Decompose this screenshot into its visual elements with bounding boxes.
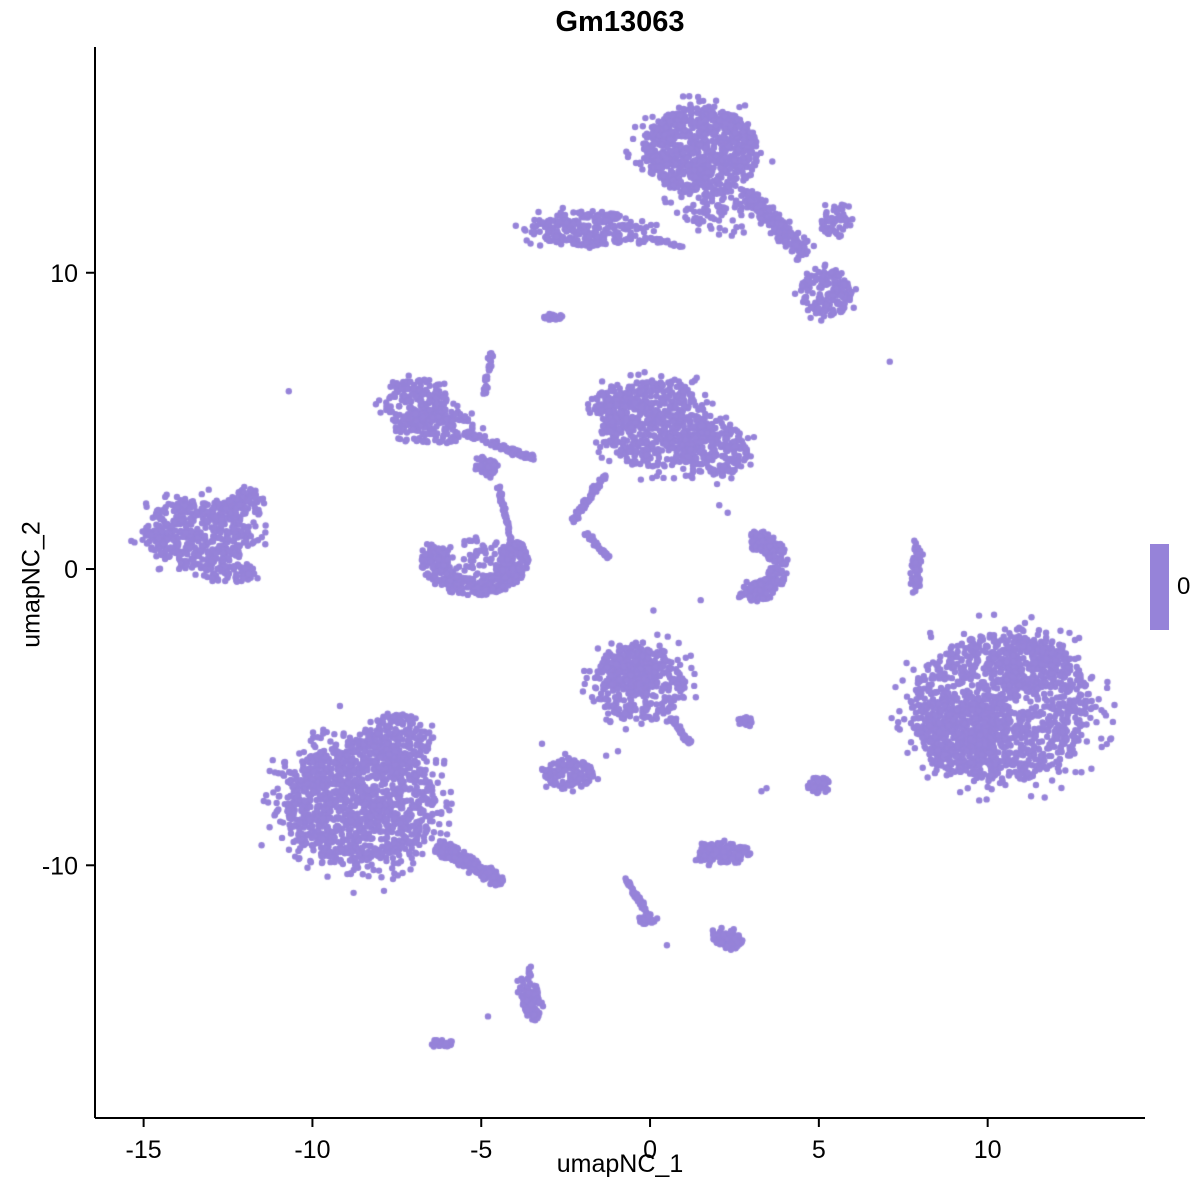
plot-title: Gm13063 [555, 6, 685, 38]
y-tick-label: -10 [42, 852, 78, 880]
x-tick-label: 0 [643, 1136, 657, 1164]
x-tick-label: -10 [294, 1136, 330, 1164]
x-tick-label: -15 [126, 1136, 162, 1164]
y-tick-label: 0 [64, 556, 78, 584]
legend-label: 0 [1177, 573, 1191, 600]
x-tick-label: 5 [812, 1136, 826, 1164]
legend-colorbar [1150, 544, 1169, 630]
x-tick-label: -5 [470, 1136, 492, 1164]
y-axis-label: umapNC_2 [17, 521, 46, 648]
x-axis-label: umapNC_1 [556, 1150, 684, 1178]
y-tick-label: 10 [50, 260, 78, 288]
x-tick-label: 10 [974, 1136, 1002, 1164]
legend: 0 [1150, 544, 1190, 630]
